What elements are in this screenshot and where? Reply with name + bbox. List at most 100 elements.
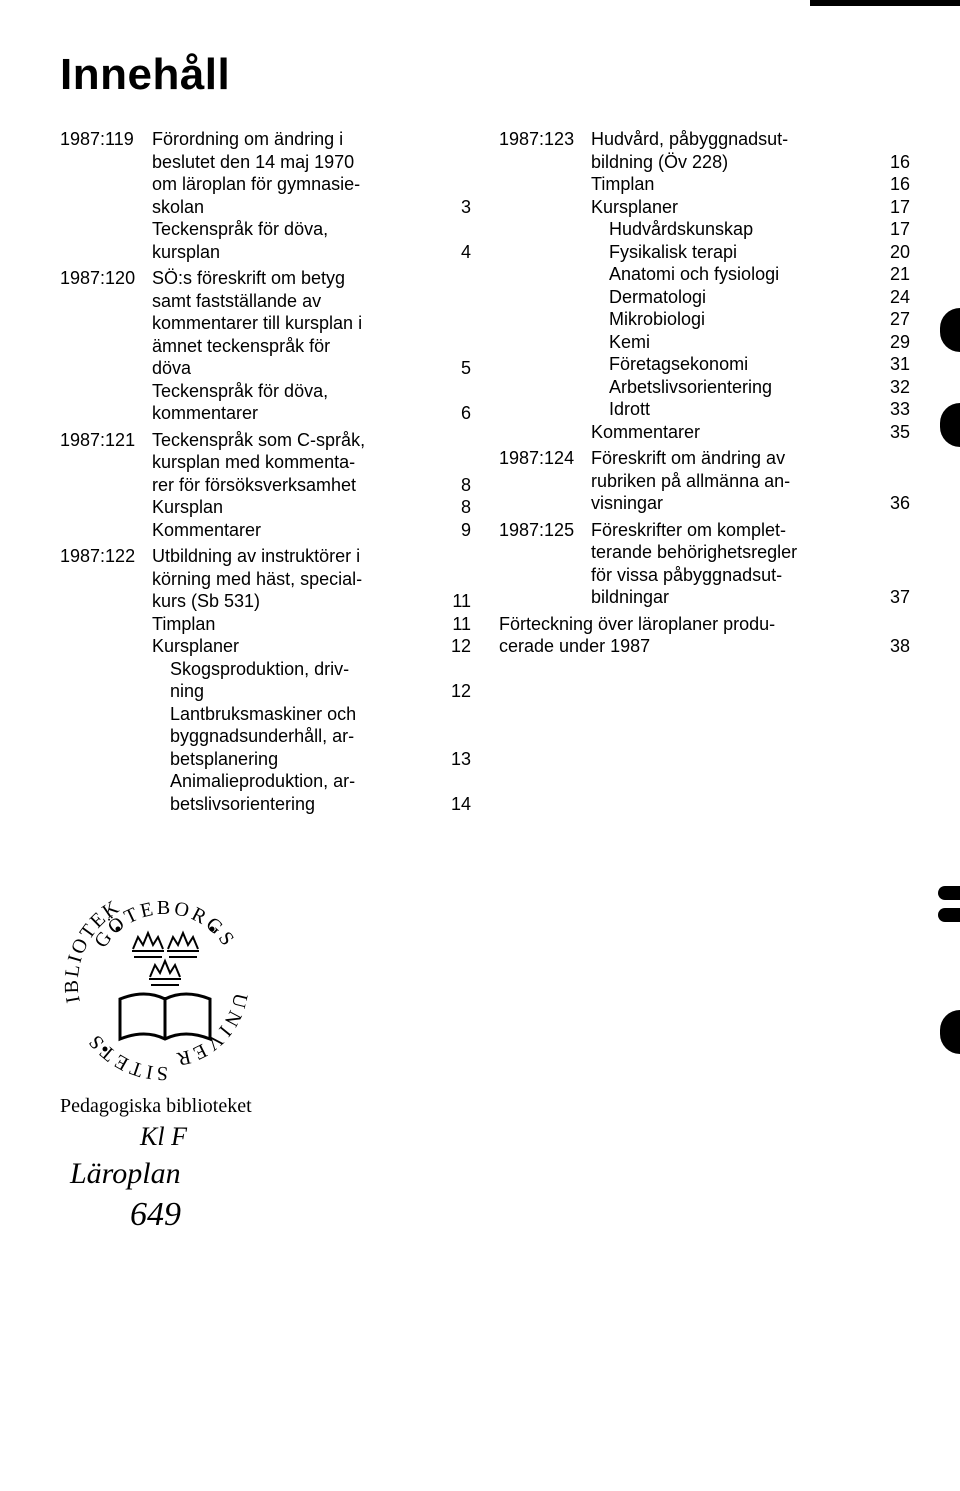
entry-code: 1987:124 [499,447,591,515]
toc-entry: 1987:124Föreskrift om ändring avrubriken… [499,447,910,515]
toc-label: bildningar [591,586,880,609]
toc-label: Kemi [591,331,880,354]
toc-page-number: 8 [441,474,471,497]
toc-label: körning med häst, special- [152,568,441,591]
toc-line: Idrott33 [591,398,910,421]
toc-line: Timplan11 [152,613,471,636]
entry-body: Föreskrifter om komplet-terande behörigh… [591,519,910,609]
toc-line: Kommentarer35 [591,421,910,444]
toc-line: Anatomi och fysiologi21 [591,263,910,286]
toc-page-number: 11 [441,613,471,636]
toc-entry: 1987:120SÖ:s föreskrift om betygsamt fas… [60,267,471,425]
toc-label: Förordning om ändring i [152,128,441,151]
toc-label: kursplan med kommenta- [152,451,441,474]
toc-line: Kursplan8 [152,496,471,519]
toc-page-number: 14 [441,793,471,816]
toc-line: skolan3 [152,196,471,219]
toc-page-number: 20 [880,241,910,264]
toc-label: Mikrobiologi [591,308,880,331]
toc-page-number: 11 [441,590,471,613]
toc-line: bildning (Öv 228)16 [591,151,910,174]
toc-label: Teckenspråk som C-språk, [152,429,441,452]
toc-entry: 1987:122Utbildning av instruktörer ikörn… [60,545,471,815]
toc-page-number: 6 [441,402,471,425]
toc-entry: 1987:123Hudvård, påbyggnadsut-bildning (… [499,128,910,443]
toc-label: Företagsekonomi [591,353,880,376]
toc-page-number: 32 [880,376,910,399]
entry-code: 1987:122 [60,545,152,815]
toc-line: betsplanering13 [152,748,471,771]
toc-line: terande behörighetsregler [591,541,910,564]
toc-label: Idrott [591,398,880,421]
toc-page-number: 35 [880,421,910,444]
library-seal: GÖTEBORGS UNIVER SITETS BIBLIOTEK [60,879,270,1089]
toc-label: Utbildning av instruktörer i [152,545,441,568]
entry-body: SÖ:s föreskrift om betygsamt fastställan… [152,267,471,425]
toc-page-number: 21 [880,263,910,286]
toc-label: Hudvård, påbyggnadsut- [591,128,880,151]
toc-page-number: 3 [441,196,471,219]
entry-body: Utbildning av instruktörer ikörning med … [152,545,471,815]
entry-body: Föreskrift om ändring avrubriken på allm… [591,447,910,515]
toc-label: byggnadsunderhåll, ar- [152,725,441,748]
toc-entry: 1987:119Förordning om ändring ibeslutet … [60,128,471,263]
toc-column-left: 1987:119Förordning om ändring ibeslutet … [60,128,471,819]
toc-line: Hudvård, påbyggnadsut- [591,128,910,151]
toc-page-number: 29 [880,331,910,354]
toc-label: betsplanering [152,748,441,771]
entry-code: 1987:120 [60,267,152,425]
toc-label: Timplan [152,613,441,636]
toc-entry: Förteckning över läroplaner produ-cerade… [499,613,910,658]
toc-line: Arbetslivsorientering32 [591,376,910,399]
page-title: Innehåll [60,50,910,100]
seal-caption: Pedagogiska biblioteket [60,1095,910,1118]
toc-entry: 1987:121Teckenspråk som C-språk,kursplan… [60,429,471,542]
toc-label: Kommentarer [152,519,441,542]
toc-line: Kommentarer9 [152,519,471,542]
handwritten-line: Läroplan [60,1154,910,1193]
toc-label: kommentarer [152,402,441,425]
toc-line: Hudvårdskunskap17 [591,218,910,241]
toc-line: Lantbruksmaskiner och [152,703,471,726]
thumb-tab [940,1010,960,1054]
toc-label: döva [152,357,441,380]
toc-line: SÖ:s föreskrift om betyg [152,267,471,290]
toc-label: kurs (Sb 531) [152,590,441,613]
toc-label: Lantbruksmaskiner och [152,703,441,726]
toc-line: körning med häst, special- [152,568,471,591]
toc-label: beslutet den 14 maj 1970 [152,151,441,174]
toc-columns: 1987:119Förordning om ändring ibeslutet … [60,128,910,819]
toc-page-number: 37 [880,586,910,609]
footer-block: GÖTEBORGS UNIVER SITETS BIBLIOTEK [60,879,910,1237]
toc-column-right: 1987:123Hudvård, påbyggnadsut-bildning (… [499,128,910,819]
toc-line: Förteckning över läroplaner produ- [499,613,910,636]
toc-line: betslivsorientering14 [152,793,471,816]
toc-page-number: 17 [880,196,910,219]
toc-line: Mikrobiologi27 [591,308,910,331]
toc-page-number: 31 [880,353,910,376]
entry-code: 1987:119 [60,128,152,263]
entry-code: 1987:125 [499,519,591,609]
toc-label: rer för försöksverksamhet [152,474,441,497]
toc-page-number: 17 [880,218,910,241]
toc-entry: 1987:125Föreskrifter om komplet-terande … [499,519,910,609]
toc-label: Arbetslivsorientering [591,376,880,399]
toc-label: Kursplan [152,496,441,519]
toc-line: Teckenspråk för döva, [152,380,471,403]
toc-label: Timplan [591,173,880,196]
toc-page-number: 38 [880,635,910,658]
toc-label: kommentarer till kursplan i [152,312,441,335]
toc-line: rubriken på allmänna an- [591,470,910,493]
handwritten-notes: Kl F Läroplan 649 [60,1120,910,1237]
toc-label: bildning (Öv 228) [591,151,880,174]
toc-page-number: 27 [880,308,910,331]
toc-label: skolan [152,196,441,219]
toc-line: kurs (Sb 531)11 [152,590,471,613]
toc-line: Timplan16 [591,173,910,196]
toc-line: Teckenspråk för döva, [152,218,471,241]
toc-line: ämnet teckenspråk för [152,335,471,358]
toc-line: bildningar37 [591,586,910,609]
toc-label: Föreskrift om ändring av [591,447,880,470]
toc-line: döva5 [152,357,471,380]
thumb-tab [940,308,960,352]
